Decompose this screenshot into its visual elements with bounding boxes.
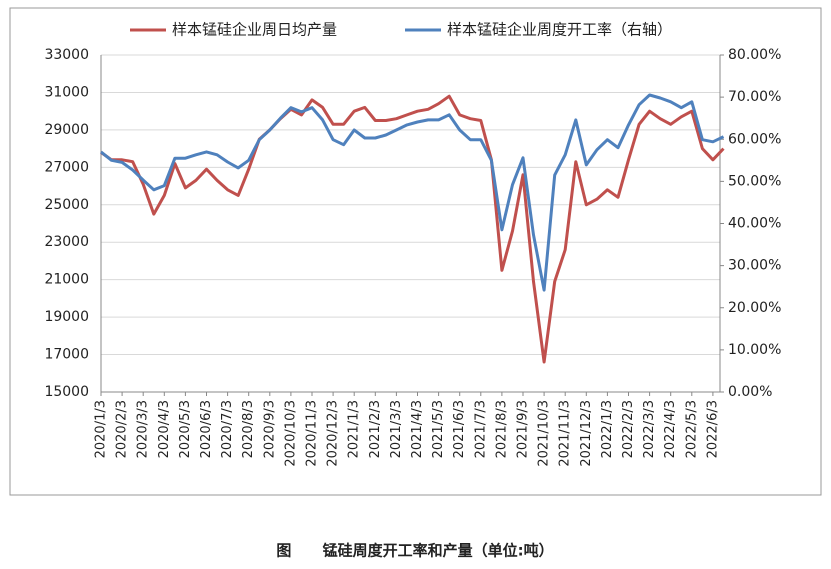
y-tick-label: 31000 [44,84,89,100]
x-tick-label: 2020/5/3 [178,400,193,458]
x-tick-label: 2022/5/3 [684,400,699,458]
x-tick-label: 2021/10/3 [537,400,552,467]
y-tick-label: 17000 [44,347,89,363]
x-tick-label: 2020/3/3 [136,400,151,458]
x-tick-label: 2021/12/3 [579,400,594,467]
y-tick-label: 29000 [44,122,89,138]
y2-tick-label: 60.00% [728,131,781,147]
chart-frame [9,7,822,496]
x-tick-label: 2020/1/3 [94,400,109,458]
x-tick-label: 2021/9/3 [516,400,531,458]
x-tick-label: 2021/5/3 [431,400,446,458]
y-tick-label: 23000 [44,234,89,250]
caption: 图 锰硅周度开工率和产量（单位:吨） [276,542,553,560]
y2-tick-label: 50.00% [728,173,781,189]
y-tick-label: 27000 [44,159,89,175]
x-tick-label: 2020/10/3 [283,400,298,467]
x-tick-label: 2021/3/3 [389,400,404,458]
y2-tick-label: 40.00% [728,216,781,232]
x-tick-label: 2021/2/3 [368,400,383,458]
x-tick-label: 2020/2/3 [115,400,130,458]
x-tick-label: 2022/2/3 [621,400,636,458]
x-tick-label: 2022/3/3 [642,400,657,458]
y2-tick-label: 70.00% [728,89,781,105]
legend-label: 样本锰硅企业周日均产量 [172,21,337,39]
y2-tick-label: 30.00% [728,258,781,274]
y-tick-label: 33000 [44,47,89,63]
y2-tick-label: 10.00% [728,342,781,358]
x-tick-label: 2021/8/3 [494,400,509,458]
x-tick-label: 2020/4/3 [157,400,172,458]
x-tick-label: 2020/6/3 [199,400,214,458]
x-tick-label: 2022/1/3 [600,400,615,458]
x-tick-label: 2021/6/3 [452,400,467,458]
series-line [100,93,725,292]
x-tick-label: 2021/4/3 [410,400,425,458]
x-tick-label: 2022/6/3 [705,400,720,458]
y-tick-label: 25000 [44,197,89,213]
y2-tick-label: 20.00% [728,300,781,316]
x-tick-label: 2020/7/3 [220,400,235,458]
x-tick-label: 2020/8/3 [241,400,256,458]
x-tick-label: 2021/7/3 [473,400,488,458]
x-tick-label: 2020/12/3 [326,400,341,467]
y2-tick-label: 80.00% [728,47,781,63]
y-tick-label: 21000 [44,272,89,288]
y2-tick-label: 0.00% [728,384,772,400]
y-tick-label: 15000 [44,384,89,400]
x-tick-label: 2022/4/3 [663,400,678,458]
x-tick-label: 2021/1/3 [347,400,362,458]
x-tick-label: 2020/9/3 [262,400,277,458]
y-tick-label: 19000 [44,309,89,325]
series-line [100,94,725,364]
x-tick-label: 2020/11/3 [305,400,320,467]
x-tick-label: 2021/11/3 [558,400,573,467]
legend-label: 样本锰硅企业周度开工率（右轴） [447,21,672,39]
